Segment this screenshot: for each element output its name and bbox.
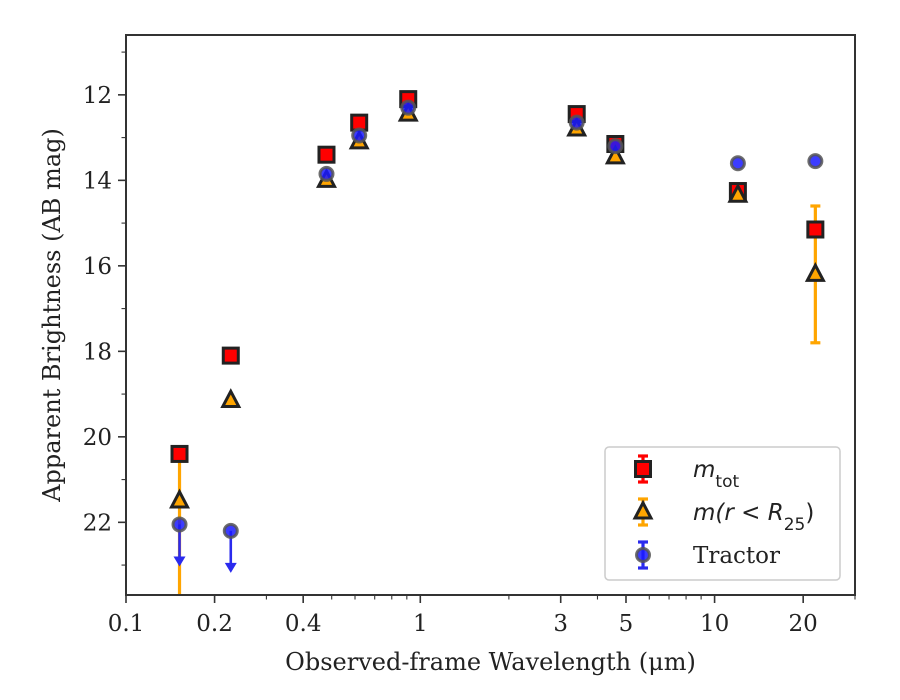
y-tick-label: 22 — [83, 510, 112, 536]
tractor-arrow-head — [173, 556, 186, 567]
legend-label: m(r < R25) — [693, 500, 814, 535]
mr25-point — [804, 261, 826, 282]
mtot-point — [317, 145, 336, 164]
x-tick-label: 1 — [413, 611, 428, 637]
x-tick-label: 0.2 — [196, 611, 233, 637]
tractor-point — [351, 127, 368, 144]
y-axis-label: Apparent Brightness (AB mag) — [38, 128, 66, 503]
mr25-point — [169, 488, 190, 509]
x-tick-label: 5 — [619, 611, 634, 637]
legend-entry-tractor: Tractor — [635, 540, 780, 570]
mr25-point — [727, 182, 749, 203]
tractor-point — [171, 516, 188, 533]
legend-marker-triangle — [632, 499, 654, 520]
mtot-point — [221, 346, 240, 365]
tractor-point — [607, 138, 624, 155]
tractor-point — [729, 155, 746, 172]
axes-frame — [125, 34, 856, 596]
mtot-point — [170, 444, 189, 463]
legend-entry-mr25: m(r < R25) — [632, 497, 814, 535]
legend-box — [604, 446, 841, 581]
tractor-point — [807, 153, 824, 170]
legend-marker-circle — [635, 547, 651, 563]
y-tick-label: 16 — [83, 254, 112, 280]
tractor-point — [568, 114, 585, 131]
tractor-point — [400, 99, 417, 116]
y-tick-label: 20 — [83, 425, 112, 451]
legend-label: mtot — [693, 457, 739, 492]
mr25-point — [220, 388, 242, 408]
y-tick-label: 18 — [83, 339, 112, 365]
mtot-point — [806, 220, 825, 239]
legend-label: Tractor — [693, 543, 780, 569]
legend-marker-square — [634, 460, 652, 478]
y-tick-label: 12 — [83, 83, 112, 109]
y-tick-label: 14 — [83, 168, 112, 194]
tractor-point — [222, 522, 239, 539]
tractor-point — [318, 165, 335, 182]
mr25-point — [604, 144, 626, 165]
x-tick-label: 10 — [700, 611, 729, 637]
ticks-layer: 0.1 0.2 0.4 1 3 5 10 20 12 14 16 18 20 22 — [83, 51, 856, 637]
x-tick-label: 0.1 — [108, 611, 145, 637]
tractor-arrow-head — [224, 562, 237, 573]
x-tick-label: 20 — [789, 611, 818, 637]
data-layer — [169, 90, 826, 594]
legend-entry-mtot: mtot — [634, 454, 739, 492]
x-axis-label: Observed-frame Wavelength (μm) — [285, 648, 696, 676]
legend: mtot m(r < R25) Tractor — [604, 446, 841, 581]
x-tick-label: 0.4 — [285, 611, 322, 637]
x-tick-label: 3 — [553, 611, 568, 637]
